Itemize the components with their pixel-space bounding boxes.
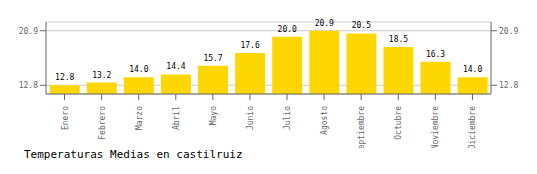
svg-text:13.2: 13.2 <box>92 71 111 80</box>
svg-text:Mayo: Mayo <box>209 106 218 125</box>
svg-text:18.5: 18.5 <box>389 35 408 44</box>
svg-text:14.0: 14.0 <box>463 65 482 74</box>
svg-text:20.0: 20.0 <box>278 25 297 34</box>
html-text:Temperaturas Medias en castilr: Temperaturas Medias en castilruiz <box>24 148 243 161</box>
svg-text:14.0: 14.0 <box>129 65 148 74</box>
svg-text:Noviembre: Noviembre <box>431 106 440 148</box>
svg-text:Marzo: Marzo <box>135 106 144 130</box>
svg-text:20.5: 20.5 <box>352 21 371 30</box>
svg-text:20.9: 20.9 <box>315 19 334 28</box>
svg-text:Septiembre: Septiembre <box>357 106 366 148</box>
svg-text:12.8: 12.8 <box>499 81 518 90</box>
svg-text:Febrero: Febrero <box>98 106 107 140</box>
svg-text:Julio: Julio <box>283 106 292 130</box>
svg-text:Octubre: Octubre <box>394 106 403 140</box>
svg-text:20.9: 20.9 <box>19 27 38 36</box>
svg-text:Diciembre: Diciembre <box>468 106 477 148</box>
svg-text:15.7: 15.7 <box>203 54 222 63</box>
svg-text:17.6: 17.6 <box>240 41 259 50</box>
svg-text:14.4: 14.4 <box>166 62 185 71</box>
svg-text:16.3: 16.3 <box>426 50 445 59</box>
svg-text:Agosto: Agosto <box>320 106 329 135</box>
svg-text:Enero: Enero <box>61 106 70 130</box>
svg-text:12.8: 12.8 <box>55 73 74 82</box>
svg-text:Abril: Abril <box>172 106 181 130</box>
svg-text:20.9: 20.9 <box>499 27 518 36</box>
svg-text:12.8: 12.8 <box>19 81 38 90</box>
svg-text:Junio: Junio <box>246 106 255 130</box>
